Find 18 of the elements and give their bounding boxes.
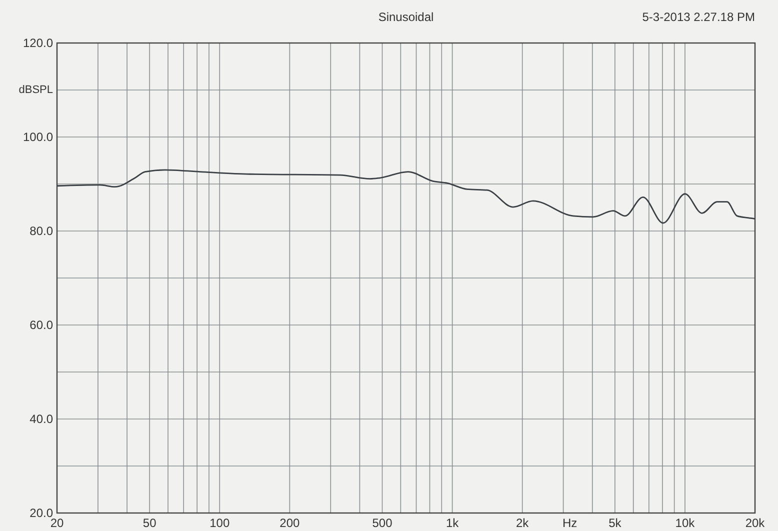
y-tick-label: 100.0 xyxy=(22,130,54,144)
y-axis-title: dBSPL xyxy=(18,84,53,96)
x-tick-label: 1k xyxy=(446,516,460,530)
y-tick-label: 60.0 xyxy=(30,318,54,332)
text: 5-3-2013 2.27.18 PM xyxy=(642,10,755,24)
x-axis-title: Hz xyxy=(562,516,578,530)
x-tick-label: 5k xyxy=(608,516,622,530)
x-tick-label: 10k xyxy=(675,516,696,530)
x-tick-label: 500 xyxy=(372,516,393,530)
y-tick-label: 40.0 xyxy=(30,412,54,426)
chart-title: Sinusoidal xyxy=(378,10,434,24)
x-tick-label: 200 xyxy=(280,516,300,530)
x-tick-label: 50 xyxy=(142,516,157,530)
x-tick-label: 20k xyxy=(745,516,766,530)
y-tick-label: 80.0 xyxy=(30,224,54,238)
y-tick-label: 120.0 xyxy=(22,36,54,50)
x-tick-label: 2k xyxy=(516,516,530,530)
x-tick-label: 100 xyxy=(210,516,230,530)
